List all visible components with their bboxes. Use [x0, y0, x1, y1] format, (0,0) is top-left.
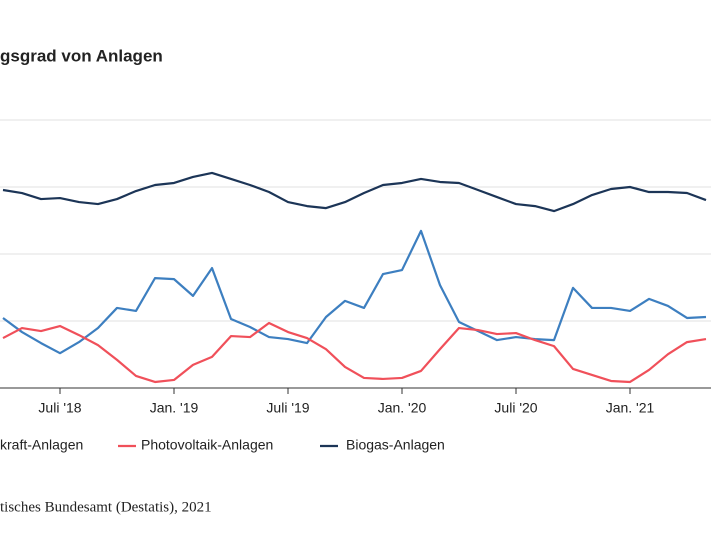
source: tisches Bundesamt (Destatis), 2021	[0, 499, 212, 515]
x-tick-label: Juli '19	[266, 400, 309, 416]
x-tick-label: Juli '20	[494, 400, 537, 416]
x-tick-label: Juli '18	[38, 400, 81, 416]
series-line	[2, 321, 707, 384]
x-tick-label: Jan. '21	[606, 400, 655, 416]
series-line	[2, 171, 707, 213]
x-tick-label: Jan. '19	[150, 400, 199, 416]
series-line	[2, 229, 707, 355]
legend-label: Biogas-Anlagen	[346, 437, 445, 453]
legend-label: Photovoltaik-Anlagen	[141, 437, 273, 453]
chart-title: gsgrad von Anlagen	[0, 46, 163, 65]
x-tick-label: Jan. '20	[378, 400, 427, 416]
legend-label: kraft-Anlagen	[0, 437, 83, 453]
